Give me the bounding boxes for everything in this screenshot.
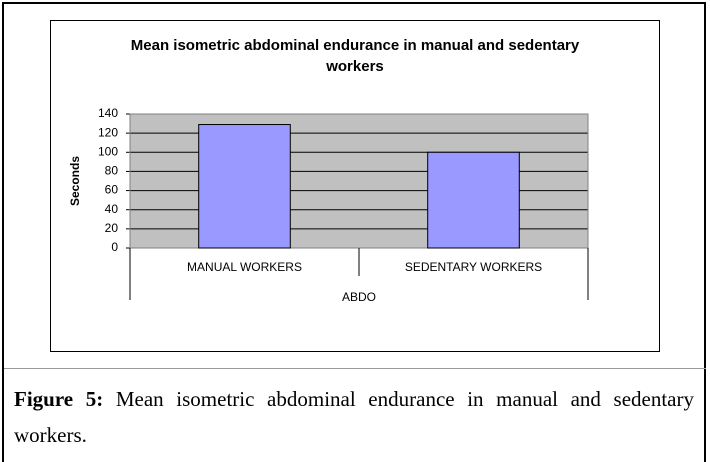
- bar: [198, 124, 291, 249]
- y-tick-label: 40: [105, 202, 119, 216]
- caption-label: Figure 5:: [14, 387, 104, 411]
- group-label: ABDO: [342, 290, 376, 304]
- y-tick-label: 100: [98, 144, 118, 158]
- y-tick-label: 80: [105, 164, 119, 178]
- y-tick-label: 60: [105, 183, 119, 197]
- y-axis-label: Seconds: [68, 156, 82, 206]
- y-tick-label: 120: [98, 125, 118, 139]
- x-tick-label: SEDENTARY WORKERS: [405, 260, 542, 274]
- x-tick-label: MANUAL WORKERS: [187, 260, 302, 274]
- chart-title: Mean isometric abdominal endurance in ma…: [130, 37, 580, 75]
- caption: Figure 5: Mean isometric abdominal endur…: [14, 381, 694, 453]
- caption-text: Mean isometric abdominal endurance in ma…: [14, 387, 694, 447]
- y-tick-label: 20: [105, 221, 119, 235]
- y-tick-label: 0: [111, 240, 118, 254]
- chart-box: [50, 20, 660, 352]
- bar: [427, 151, 520, 249]
- separator: [4, 368, 706, 369]
- y-tick-label: 140: [98, 106, 118, 120]
